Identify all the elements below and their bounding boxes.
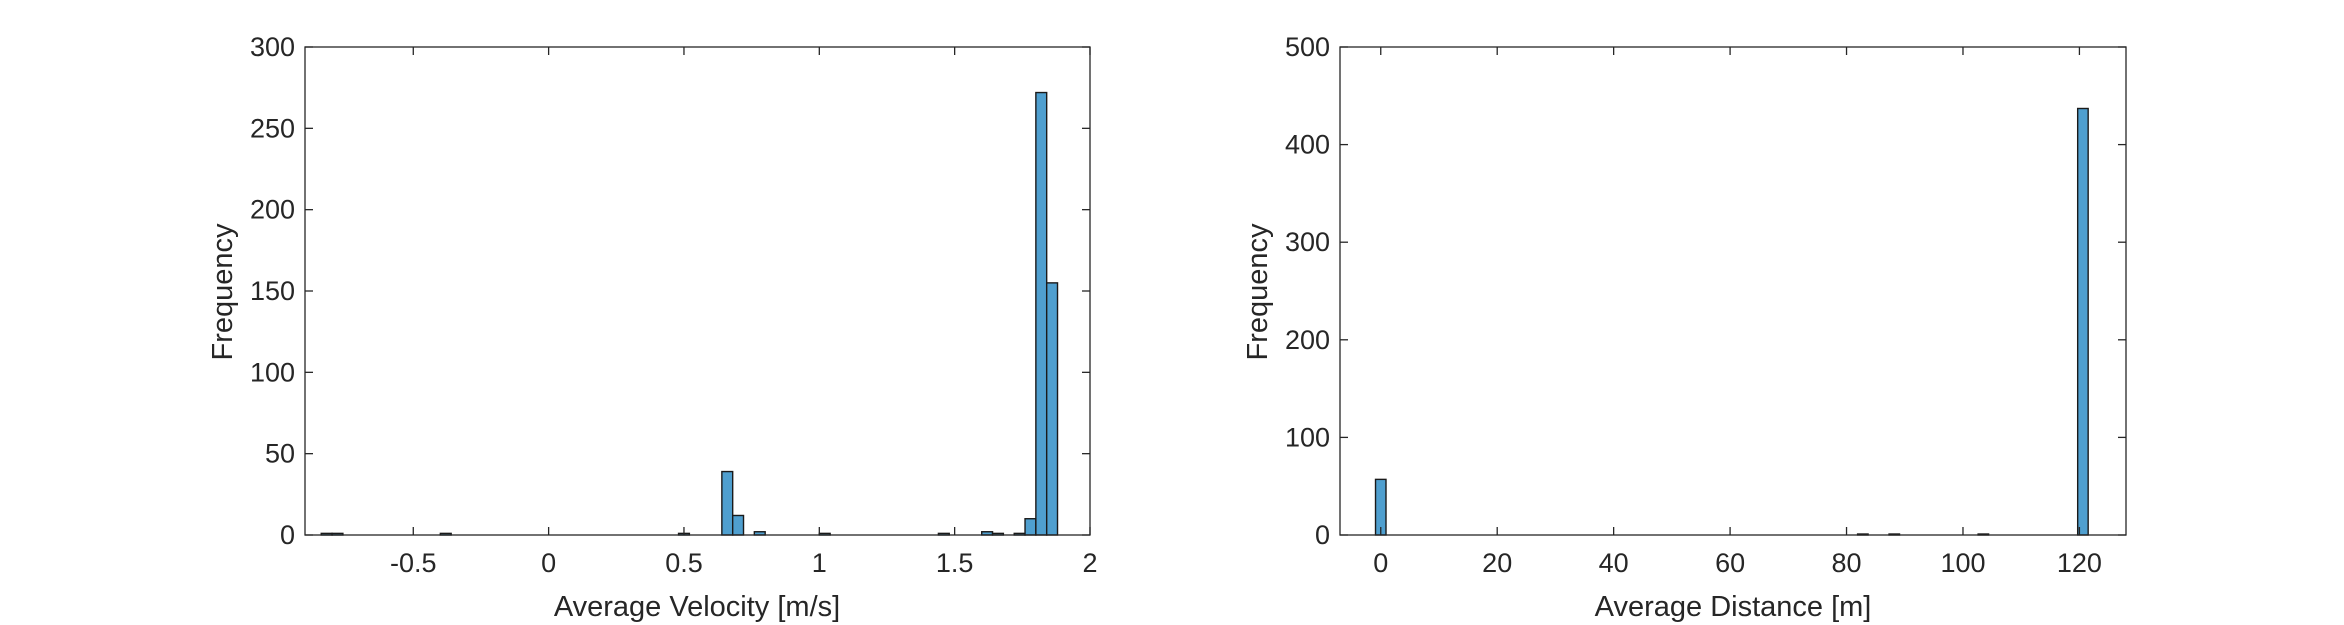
velocity-x-tick-label: 0 <box>541 548 556 578</box>
distance-y-tick-label: 0 <box>1315 520 1330 550</box>
velocity-histogram: Average Velocity [m/s] Frequency -0.5 0 0.… <box>207 32 1098 623</box>
velocity-x-tick-label: 1 <box>812 548 827 578</box>
velocity-y-tick-label: 200 <box>250 195 295 225</box>
velocity-y-tick-label: 300 <box>250 32 295 62</box>
distance-y-tick-label: 300 <box>1285 227 1330 257</box>
velocity-bar-12 <box>1024 518 1037 536</box>
velocity-x-tick-label: 1.5 <box>936 548 974 578</box>
velocity-y-tick-label: 0 <box>280 520 295 550</box>
velocity-x-tick-label: 2 <box>1082 548 1097 578</box>
distance-y-tick-label: 500 <box>1285 32 1330 62</box>
distance-x-axis-title: Average Distance [m] <box>1595 591 1872 623</box>
velocity-y-tick-label: 150 <box>250 276 295 306</box>
distance-histogram: Average Distance [m] Frequency 0 20 40 60 80… <box>1242 32 2127 623</box>
velocity-x-axis-title: Average Velocity [m/s] <box>554 591 840 623</box>
distance-x-tick-label: 100 <box>1940 548 1985 578</box>
velocity-x-tick-label: -0.5 <box>390 548 437 578</box>
distance-bar-0 <box>1374 478 1387 536</box>
distance-x-tick-label: 40 <box>1599 548 1629 578</box>
distance-x-tick-label: 0 <box>1373 548 1388 578</box>
distance-y-tick-label: 100 <box>1285 422 1330 452</box>
distance-axes-box <box>1339 46 2127 536</box>
distance-y-tick-label: 200 <box>1285 325 1330 355</box>
velocity-bar-14 <box>1045 282 1059 536</box>
velocity-y-tick-label: 50 <box>265 439 295 469</box>
velocity-y-tick-label: 250 <box>250 113 295 143</box>
distance-bar-4 <box>2076 107 2089 536</box>
velocity-bar-13 <box>1035 91 1048 536</box>
velocity-x-tick-label: 0.5 <box>665 548 703 578</box>
distance-x-tick-label: 80 <box>1832 548 1862 578</box>
distance-x-tick-label: 60 <box>1715 548 1745 578</box>
distance-x-tick-label: 120 <box>2057 548 2102 578</box>
distance-x-tick-label: 20 <box>1482 548 1512 578</box>
velocity-bar-5 <box>731 514 745 536</box>
distance-y-axis-title: Frequency <box>1242 223 1274 361</box>
velocity-y-tick-label: 100 <box>250 357 295 387</box>
distance-y-tick-label: 400 <box>1285 130 1330 160</box>
velocity-y-axis-title: Frequency <box>207 223 239 361</box>
velocity-bar-4 <box>721 470 734 536</box>
